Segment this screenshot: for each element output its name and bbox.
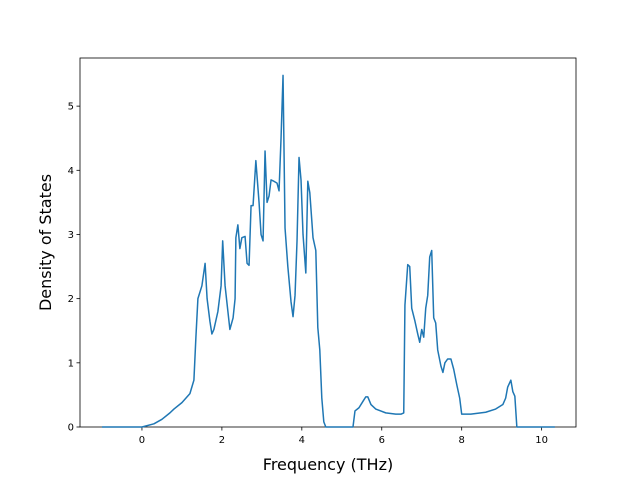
x-tick-label: 10: [535, 435, 548, 446]
y-axis-label: Density of States: [36, 174, 55, 311]
y-tick-label: 0: [68, 423, 74, 434]
y-tick-label: 2: [68, 294, 74, 305]
y-tick-label: 5: [68, 102, 74, 113]
x-tick-label: 4: [299, 435, 305, 446]
series-line: [101, 74, 555, 428]
x-tick-label: 6: [379, 435, 385, 446]
y-tick-label: 1: [68, 358, 74, 369]
y-tick-label: 4: [68, 166, 74, 177]
plot-frame: [79, 57, 577, 428]
y-tick-label: 3: [68, 230, 74, 241]
x-tick-label: 2: [219, 435, 225, 446]
x-axis-label: Frequency (THz): [263, 455, 393, 474]
x-tick-label: 0: [139, 435, 145, 446]
x-tick-label: 8: [459, 435, 465, 446]
